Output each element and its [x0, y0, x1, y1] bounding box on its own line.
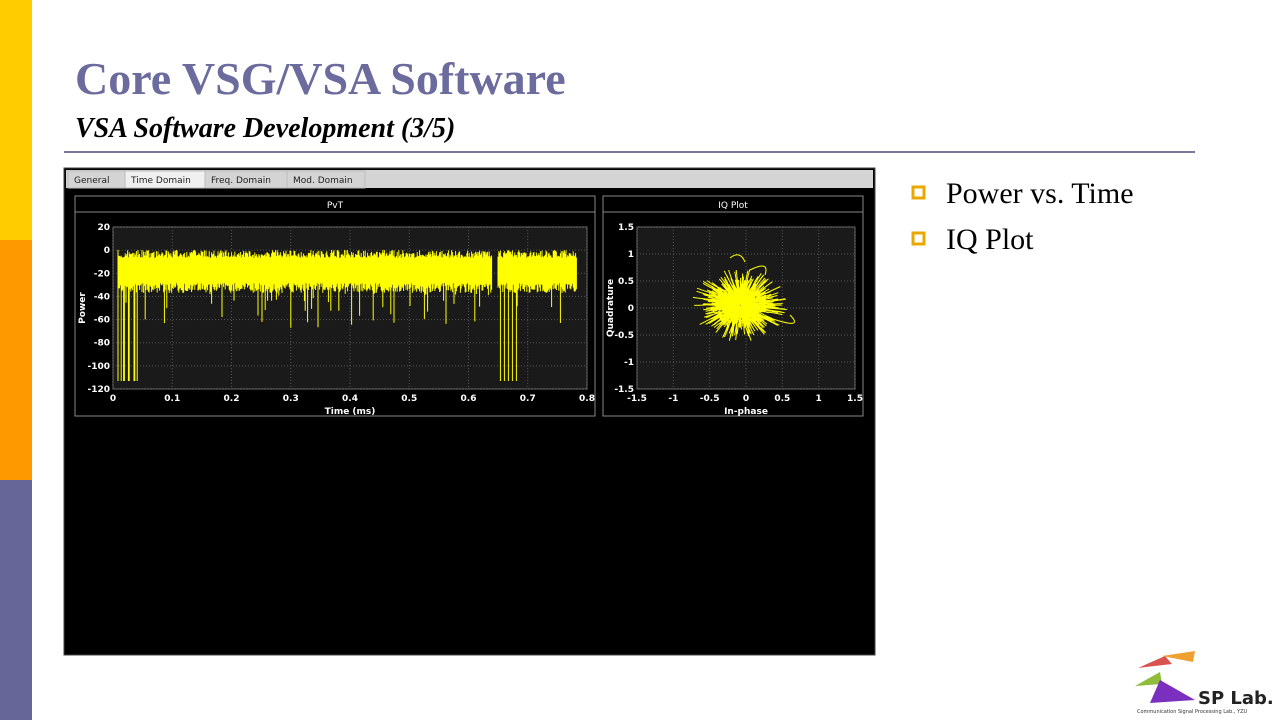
pvt-trace: [117, 250, 577, 381]
bullet-icon: [911, 185, 926, 200]
logo-shape: [1162, 651, 1195, 662]
bullet-text: Power vs. Time: [946, 177, 1134, 210]
bullet-text: IQ Plot: [946, 223, 1034, 256]
x-tick-label: 0.5: [401, 394, 417, 404]
x-tick-label: -0.5: [700, 394, 720, 404]
y-tick-label: 1: [628, 250, 634, 260]
x-axis-label: In-phase: [724, 407, 768, 417]
tab-label: Freq. Domain: [211, 176, 271, 186]
tab-label: General: [74, 176, 109, 186]
x-tick-label: 0: [110, 394, 116, 404]
x-tick-label: 0.7: [520, 394, 536, 404]
y-tick-label: -120: [87, 385, 110, 395]
y-tick-label: -1: [624, 358, 634, 368]
x-axis-label: Time (ms): [325, 407, 376, 417]
y-tick-label: -80: [94, 339, 110, 349]
logo: SP Lab. Communication Signal Processing …: [1135, 651, 1274, 715]
x-tick-label: -1.5: [627, 394, 647, 404]
x-tick-label: 0.2: [224, 394, 240, 404]
logo-name: SP Lab.: [1198, 688, 1274, 709]
x-tick-label: 1.5: [847, 394, 863, 404]
y-tick-label: 0: [104, 246, 110, 256]
stripe: [0, 240, 32, 480]
y-axis-label: Quadrature: [606, 279, 616, 337]
x-tick-label: 0.3: [283, 394, 299, 404]
x-tick-label: 1: [816, 394, 822, 404]
iq-trace: [692, 254, 795, 341]
slide-subtitle: VSA Software Development (3/5): [75, 113, 455, 144]
y-tick-label: -60: [94, 316, 110, 326]
x-tick-label: 0.1: [164, 394, 180, 404]
tab-label: Time Domain: [130, 176, 191, 186]
panel: [74, 195, 596, 417]
x-tick-label: 0: [743, 394, 749, 404]
logo-caption: Communication Signal Processing Lab., YZ…: [1137, 709, 1248, 715]
y-tick-label: -40: [94, 292, 110, 302]
bullet-icon: [911, 231, 926, 246]
y-tick-label: -20: [94, 269, 110, 279]
plot-title: IQ Plot: [718, 201, 748, 211]
y-axis-label: Power: [78, 292, 88, 324]
x-tick-label: 0.4: [342, 394, 358, 404]
slide-title: Core VSG/VSA Software: [75, 53, 566, 104]
tab[interactable]: [286, 170, 366, 189]
y-tick-label: 0.5: [618, 277, 634, 287]
x-tick-label: 0.5: [774, 394, 790, 404]
panel: [602, 195, 864, 417]
logo-shape: [1150, 680, 1195, 703]
x-tick-label: 0.6: [461, 394, 477, 404]
logo-shape: [1135, 672, 1162, 686]
tab-label: Mod. Domain: [293, 176, 353, 186]
app-window: General Time Domain Freq. Domain Mod. Domai…: [63, 167, 876, 656]
y-tick-label: -1.5: [614, 385, 634, 395]
y-tick-label: -0.5: [614, 331, 634, 341]
logo-shape: [1138, 656, 1172, 668]
stripe: [0, 480, 32, 720]
plot-title: PvT: [327, 201, 344, 211]
y-tick-label: 20: [97, 223, 110, 233]
y-tick-label: 0: [628, 304, 634, 314]
stripe: [0, 0, 32, 240]
x-tick-label: -1: [668, 394, 678, 404]
x-tick-label: 0.8: [579, 394, 595, 404]
y-tick-label: -100: [87, 362, 110, 372]
y-tick-label: 1.5: [618, 223, 634, 233]
